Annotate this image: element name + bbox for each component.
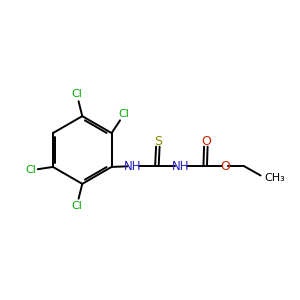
Text: NH: NH — [172, 160, 190, 173]
Text: NH: NH — [124, 160, 142, 173]
Text: CH₃: CH₃ — [264, 173, 285, 183]
Text: Cl: Cl — [26, 165, 36, 175]
Text: O: O — [220, 160, 230, 173]
Text: O: O — [201, 134, 211, 148]
Text: Cl: Cl — [71, 89, 82, 99]
Text: Cl: Cl — [118, 110, 129, 119]
Text: S: S — [154, 134, 162, 148]
Text: Cl: Cl — [71, 201, 82, 211]
